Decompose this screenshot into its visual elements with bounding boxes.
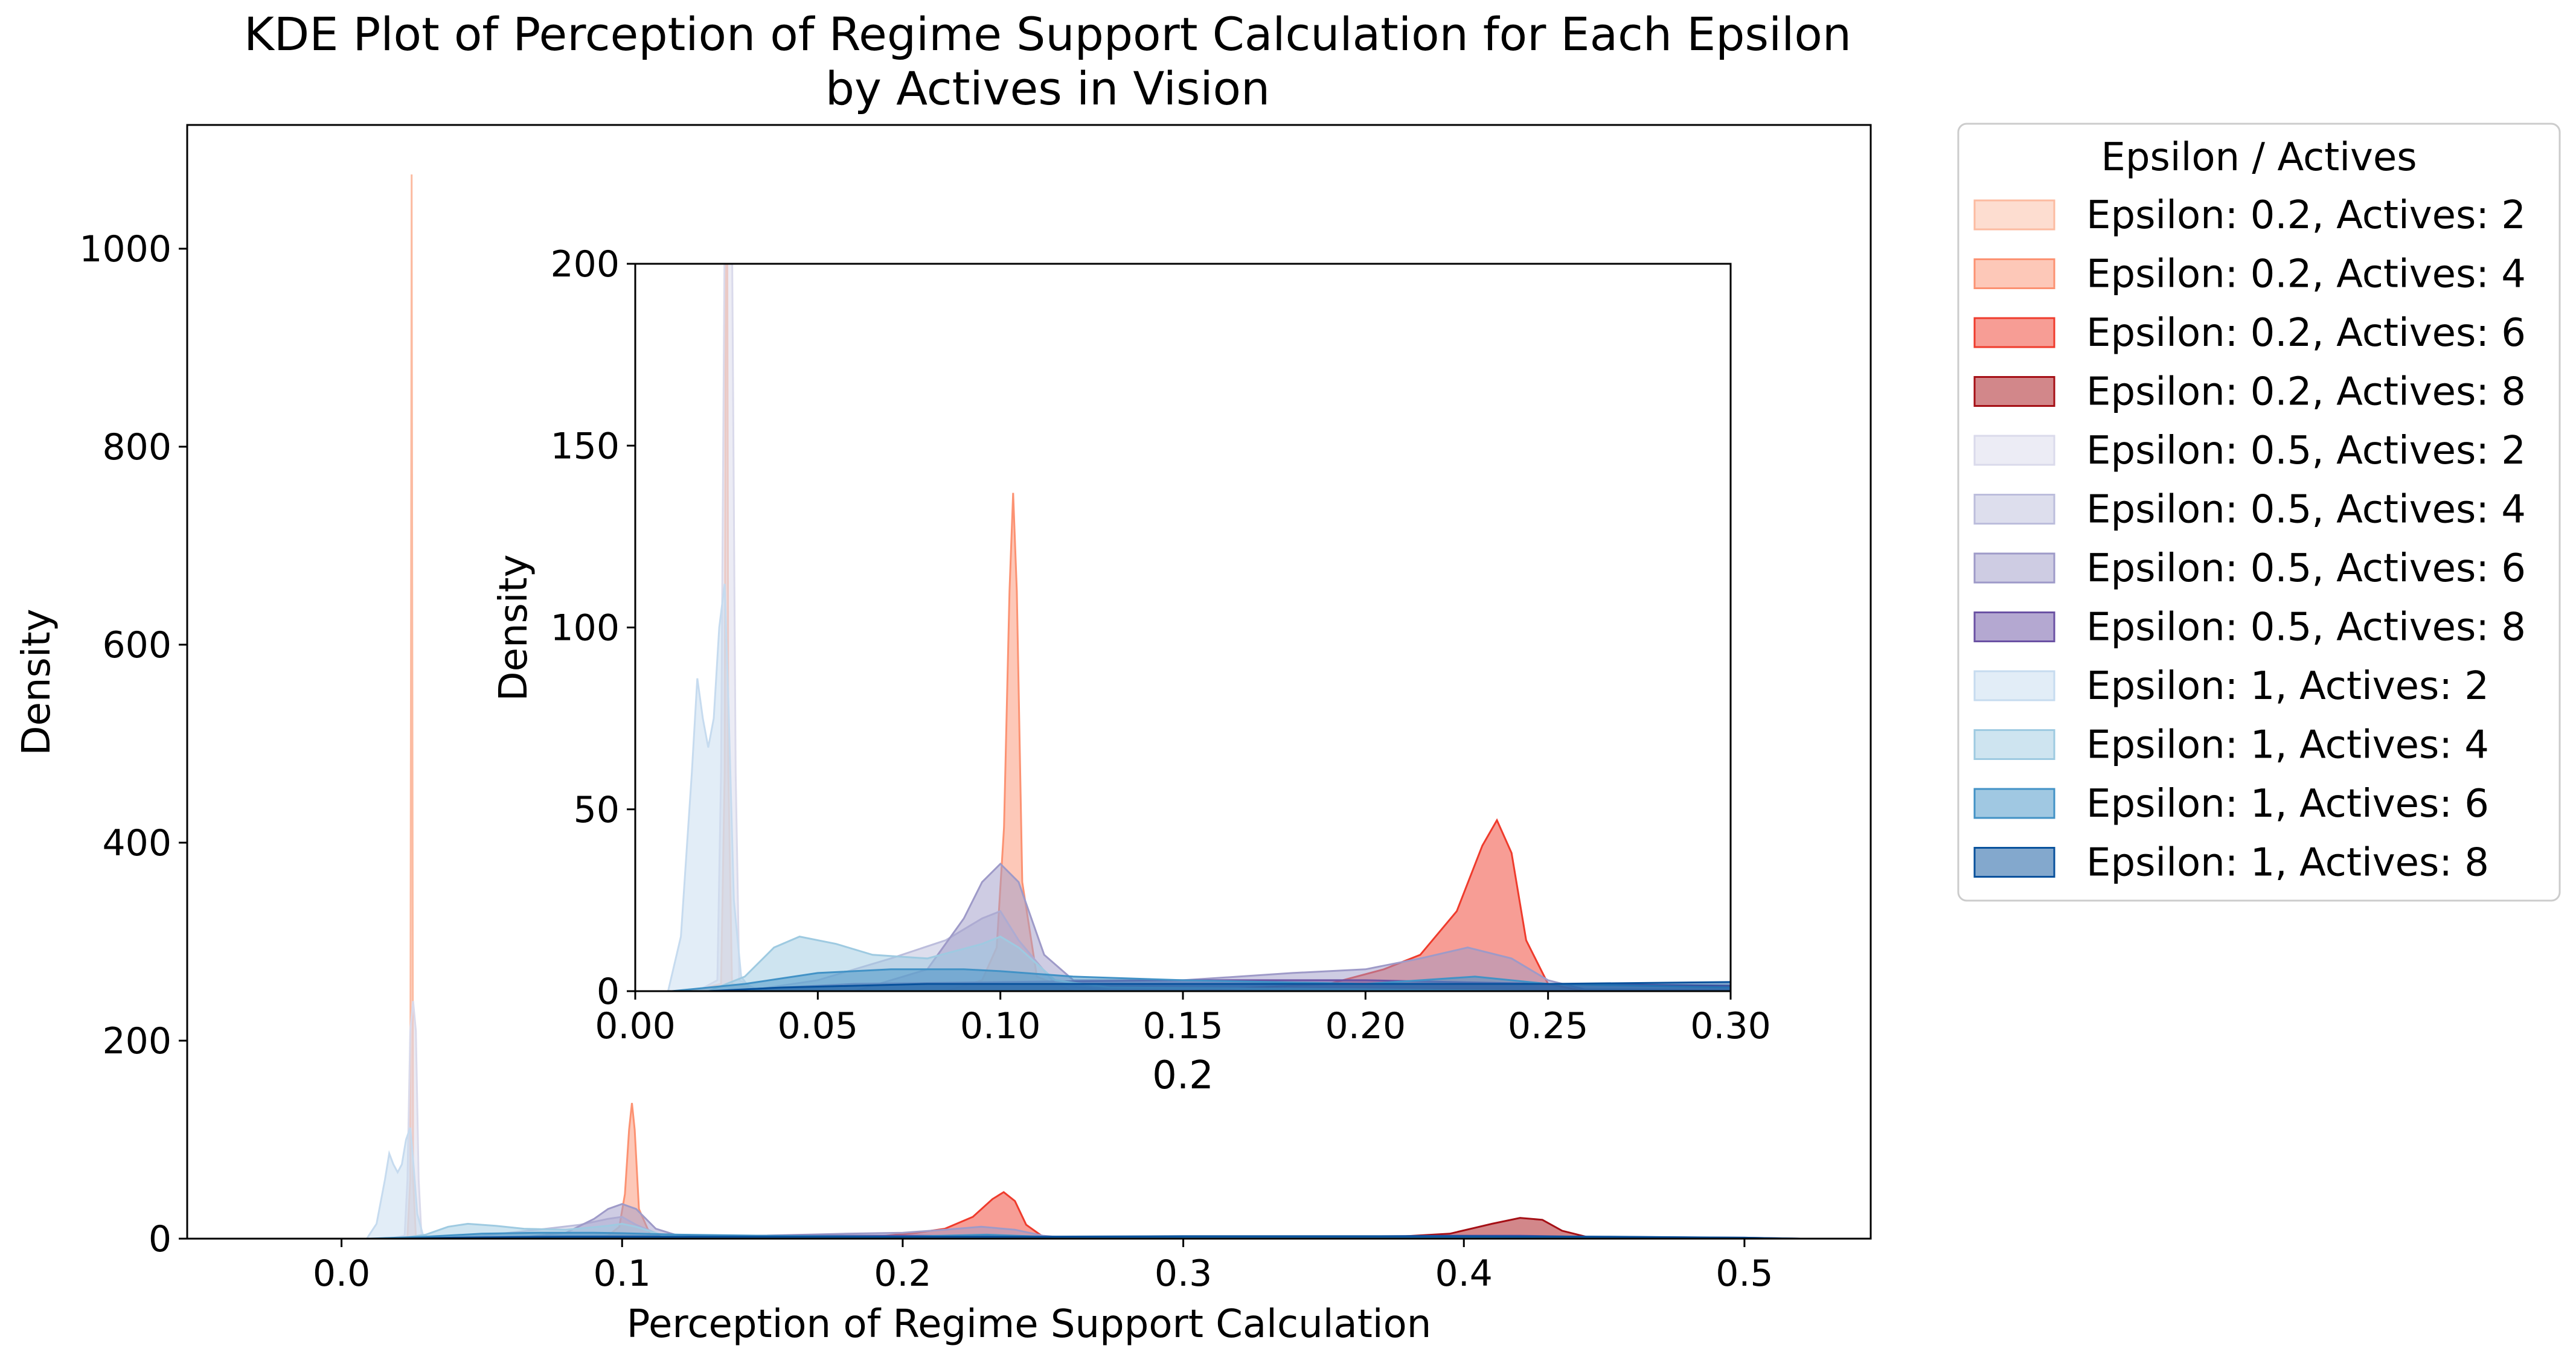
inset-y-tick-label: 200 (550, 243, 620, 286)
main-x-tick-label: 0.4 (1435, 1253, 1493, 1295)
chart-title-line2: by Actives in Vision (825, 62, 1270, 115)
main-plot-frame (186, 124, 1872, 1240)
inset-x-ticks: 0.00 0.05 0.10 0.15 0.20 0.25 0.30 (595, 991, 1771, 1047)
inset-background (635, 264, 1731, 991)
legend-entry-epsilon-1-actives-8: Epsilon: 1, Actives: 8 (1973, 841, 2489, 886)
inset-x-tick-label: 0.25 (1508, 1005, 1589, 1047)
legend-label: Epsilon: 0.5, Actives: 8 (2086, 605, 2526, 650)
inset-y-axis-label: Density (492, 554, 536, 701)
inset-plot: 0.00 0.05 0.10 0.15 0.20 0.25 0.30 0 50 100 150 20… (492, 243, 1771, 1098)
legend-swatch (1973, 317, 2055, 348)
main-y-tick-label: 1000 (79, 228, 171, 270)
inset-x-tick-label: 0.15 (1142, 1005, 1223, 1047)
legend-entry-epsilon-0-2-actives-4: Epsilon: 0.2, Actives: 4 (1973, 252, 2526, 297)
main-x-tick-label: 0.1 (594, 1253, 651, 1295)
legend-entry-epsilon-1-actives-4: Epsilon: 1, Actives: 4 (1973, 723, 2489, 768)
main-x-tick-label: 0.5 (1716, 1253, 1773, 1295)
main-x-tick-label: 0.3 (1155, 1253, 1212, 1295)
main-y-tick-label: 600 (102, 624, 171, 666)
legend-swatch (1973, 552, 2055, 584)
legend-label: Epsilon: 0.5, Actives: 4 (2086, 488, 2526, 532)
legend-entry-epsilon-0-2-actives-6: Epsilon: 0.2, Actives: 6 (1973, 311, 2526, 356)
inset-y-tick-label: 150 (550, 425, 620, 467)
legend-label: Epsilon: 1, Actives: 2 (2086, 664, 2489, 709)
legend-swatch (1973, 435, 2055, 466)
legend-swatch (1973, 199, 2055, 231)
inset-y-tick-label: 100 (550, 607, 620, 650)
legend-label: Epsilon: 0.2, Actives: 2 (2086, 193, 2526, 238)
legend-entry-epsilon-0-5-actives-6: Epsilon: 0.5, Actives: 6 (1973, 546, 2526, 591)
legend-label: Epsilon: 1, Actives: 8 (2086, 841, 2489, 886)
legend-swatch (1973, 847, 2055, 878)
inset-x-axis-label: 0.2 (1152, 1053, 1214, 1098)
legend-entries: Epsilon: 0.2, Actives: 2 Epsilon: 0.2, Ac… (1973, 193, 2526, 886)
legend-label: Epsilon: 0.2, Actives: 8 (2086, 370, 2526, 415)
main-y-tick-label: 400 (102, 822, 171, 864)
legend-label: Epsilon: 1, Actives: 6 (2086, 782, 2489, 826)
chart-title-line1: KDE Plot of Perception of Regime Support… (244, 7, 1851, 61)
legend: Epsilon / Actives Epsilon: 0.2, Actives:… (1957, 123, 2561, 902)
main-x-tick-label: 0.2 (874, 1253, 931, 1295)
legend-swatch (1973, 258, 2055, 289)
inset-y-ticks: 0 50 100 150 200 (550, 243, 635, 1013)
inset-y-tick-label: 50 (574, 789, 620, 831)
legend-title: Epsilon / Actives (2101, 135, 2417, 180)
legend-swatch (1973, 788, 2055, 819)
main-y-tick-label: 800 (102, 426, 171, 468)
legend-entry-epsilon-1-actives-6: Epsilon: 1, Actives: 6 (1973, 782, 2489, 826)
legend-label: Epsilon: 0.5, Actives: 6 (2086, 546, 2526, 591)
inset-x-tick-label: 0.10 (960, 1005, 1041, 1047)
legend-entry-epsilon-0-2-actives-8: Epsilon: 0.2, Actives: 8 (1973, 370, 2526, 415)
main-y-tick-label: 200 (102, 1020, 171, 1062)
legend-entry-epsilon-0-5-actives-2: Epsilon: 0.5, Actives: 2 (1973, 429, 2526, 473)
legend-frame (1957, 123, 2561, 902)
main-y-axis-label: Density (14, 608, 59, 755)
main-y-ticks: 0 200 400 600 800 1000 (79, 228, 187, 1260)
legend-swatch (1973, 729, 2055, 760)
legend-swatch (1973, 494, 2055, 525)
legend-swatch (1973, 670, 2055, 701)
main-x-ticks: 0.0 0.1 0.2 0.3 0.4 0.5 (313, 1239, 1773, 1295)
main-y-tick-label: 0 (149, 1218, 171, 1260)
legend-label: Epsilon: 0.2, Actives: 6 (2086, 311, 2526, 356)
legend-entry-epsilon-0-5-actives-4: Epsilon: 0.5, Actives: 4 (1973, 488, 2526, 532)
legend-swatch (1973, 611, 2055, 642)
inset-y-tick-label: 0 (597, 971, 620, 1013)
legend-label: Epsilon: 0.2, Actives: 4 (2086, 252, 2526, 297)
legend-entry-epsilon-0-2-actives-2: Epsilon: 0.2, Actives: 2 (1973, 193, 2526, 238)
inset-x-tick-label: 0.00 (595, 1005, 676, 1047)
main-x-axis-label: Perception of Regime Support Calculation (627, 1302, 1432, 1347)
inset-x-tick-label: 0.30 (1690, 1005, 1771, 1047)
legend-swatch (1973, 376, 2055, 407)
inset-density-areas (635, 264, 1731, 991)
legend-entry-epsilon-1-actives-2: Epsilon: 1, Actives: 2 (1973, 664, 2489, 709)
legend-label: Epsilon: 1, Actives: 4 (2086, 723, 2489, 768)
legend-entry-epsilon-0-5-actives-8: Epsilon: 0.5, Actives: 8 (1973, 605, 2526, 650)
inset-x-tick-label: 0.05 (778, 1005, 859, 1047)
main-x-tick-label: 0.0 (313, 1253, 370, 1295)
legend-label: Epsilon: 0.5, Actives: 2 (2086, 429, 2526, 473)
inset-x-tick-label: 0.20 (1325, 1005, 1406, 1047)
inset-area-epsilon-1-actives-8 (635, 981, 1731, 991)
